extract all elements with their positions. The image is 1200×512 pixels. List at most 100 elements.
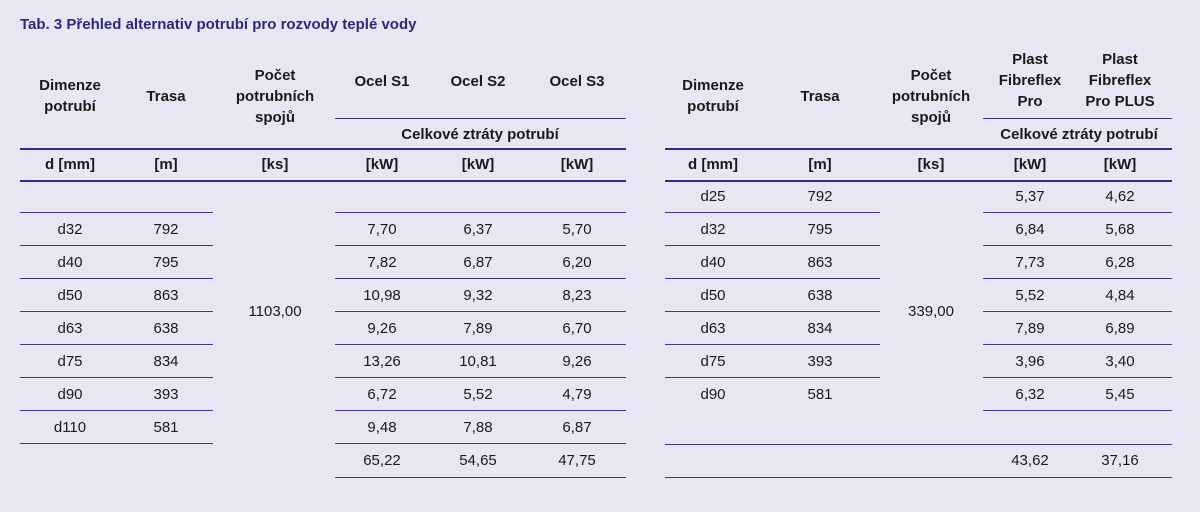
table-caption: Tab. 3 Přehled alternativ potrubí pro ro… [20, 16, 417, 33]
right-row-rule [665, 311, 880, 312]
left-cell-d: d90 [57, 386, 83, 403]
right-header-rule-top [983, 118, 1172, 119]
left-cell-s2: 6,37 [463, 221, 493, 238]
right-cell-p1: 7,73 [1015, 254, 1045, 271]
left-cell-s1: 13,26 [363, 353, 401, 370]
left-row-rule-0a [20, 212, 213, 213]
left-cell-s2: 7,88 [463, 419, 493, 436]
right-header-trasa: Trasa [800, 87, 840, 105]
right-cell-p1: 5,52 [1015, 287, 1045, 304]
left-header-dimenze-line-1: Dimenze [39, 77, 101, 94]
right-cell-p2: 4,62 [1105, 188, 1135, 205]
right-total-p1: 43,62 [1011, 452, 1049, 469]
right-cell-p1: 5,37 [1015, 188, 1045, 205]
left-cell-d: d63 [57, 320, 83, 337]
left-row-rule [335, 410, 626, 411]
right-unit-p2: [kW] [1103, 156, 1137, 173]
left-row-rule [335, 311, 626, 312]
right-cell-d: d75 [700, 353, 726, 370]
left-unit-d: d [mm] [45, 156, 95, 173]
left-unit-rule [20, 180, 626, 182]
right-cell-trasa: 792 [807, 188, 833, 205]
left-total-s1: 65,22 [363, 452, 401, 469]
left-cell-s3: 6,70 [562, 320, 592, 337]
right-cell-p2: 6,89 [1105, 320, 1135, 337]
right-cell-d: d40 [700, 254, 726, 271]
right-row-rule [665, 212, 880, 213]
left-header-dimenze-line-2: potrubí [44, 98, 96, 115]
left-row-rule [335, 443, 626, 444]
left-cell-s2: 9,32 [463, 287, 493, 304]
left-row-rule [335, 344, 626, 345]
left-cell-trasa: 393 [153, 386, 179, 403]
right-row-rule [665, 278, 880, 279]
left-row-rule [20, 344, 213, 345]
right-row-rule [983, 377, 1172, 378]
right-cell-trasa: 834 [807, 320, 833, 337]
left-row-rule [20, 245, 213, 246]
left-unit-s2: [kW] [461, 156, 495, 173]
right-header-rule [665, 148, 1172, 150]
left-header-group: Celkové ztráty potrubí [401, 125, 559, 143]
left-cell-s1: 9,26 [367, 320, 397, 337]
right-header-dimenze-line-2: potrubí [687, 98, 739, 115]
left-header-ocel-s2: Ocel S2 [450, 72, 506, 90]
left-total-rule [335, 477, 626, 478]
left-row-rule [20, 311, 213, 312]
left-cell-s3: 5,70 [562, 221, 592, 238]
right-cell-p1: 6,32 [1015, 386, 1045, 403]
right-header-plast-pro-line-2: Fibreflex [998, 71, 1062, 89]
right-unit-pocet: [ks] [917, 156, 945, 173]
right-row-rule [665, 344, 880, 345]
left-cell-s1: 7,70 [367, 221, 397, 238]
left-cell-spoje: 1103,00 [248, 303, 302, 320]
left-header-rule [20, 148, 626, 150]
right-cell-d: d25 [700, 188, 726, 205]
right-row-rule [983, 212, 1172, 213]
left-cell-s3: 8,23 [562, 287, 592, 304]
right-header-group: Celkové ztráty potrubí [1000, 125, 1158, 143]
left-header-rule-top [335, 118, 626, 119]
right-unit-p1: [kW] [1013, 156, 1047, 173]
left-cell-s3: 9,26 [562, 353, 592, 370]
left-cell-s1: 10,98 [363, 287, 401, 304]
right-cell-d: d90 [700, 386, 726, 403]
left-cell-s3: 6,87 [562, 419, 592, 436]
left-total-s3: 47,75 [558, 452, 596, 469]
left-row-rule [20, 278, 213, 279]
left-row-rule [335, 245, 626, 246]
left-cell-d: d40 [57, 254, 83, 271]
left-header-pocet-line-3: spojů [255, 108, 295, 126]
left-cell-s1: 9,48 [367, 419, 397, 436]
right-row-rule [983, 245, 1172, 246]
left-cell-d: d50 [57, 287, 83, 304]
right-cell-p2: 5,68 [1105, 221, 1135, 238]
left-unit-pocet: [ks] [261, 156, 289, 173]
right-unit-trasa: [m] [808, 156, 832, 173]
right-unit-rule [665, 180, 1172, 182]
right-cell-d: d32 [700, 221, 726, 238]
right-total-p2: 37,16 [1101, 452, 1139, 469]
left-cell-d: d32 [57, 221, 83, 238]
right-unit-d: d [mm] [688, 156, 738, 173]
left-cell-d: d110 [53, 419, 87, 436]
left-row-rule [335, 377, 626, 378]
right-header-pocet-line-2: potrubních [891, 87, 971, 105]
left-row-rule [20, 443, 213, 444]
left-total-s2: 54,65 [459, 452, 497, 469]
left-cell-trasa: 863 [153, 287, 179, 304]
left-cell-s2: 6,87 [463, 254, 493, 271]
left-cell-trasa: 834 [153, 353, 179, 370]
right-row-rule [983, 278, 1172, 279]
left-cell-s1: 7,82 [367, 254, 397, 271]
right-cell-trasa: 393 [807, 353, 833, 370]
left-cell-s3: 6,20 [562, 254, 592, 271]
left-cell-s2: 7,89 [463, 320, 493, 337]
right-blank-rule [665, 444, 1172, 445]
right-row-rule [983, 410, 1172, 411]
right-header-pocet-line-3: spojů [911, 108, 951, 126]
left-cell-d: d75 [57, 353, 83, 370]
left-row-rule [20, 410, 213, 411]
right-row-rule [983, 344, 1172, 345]
